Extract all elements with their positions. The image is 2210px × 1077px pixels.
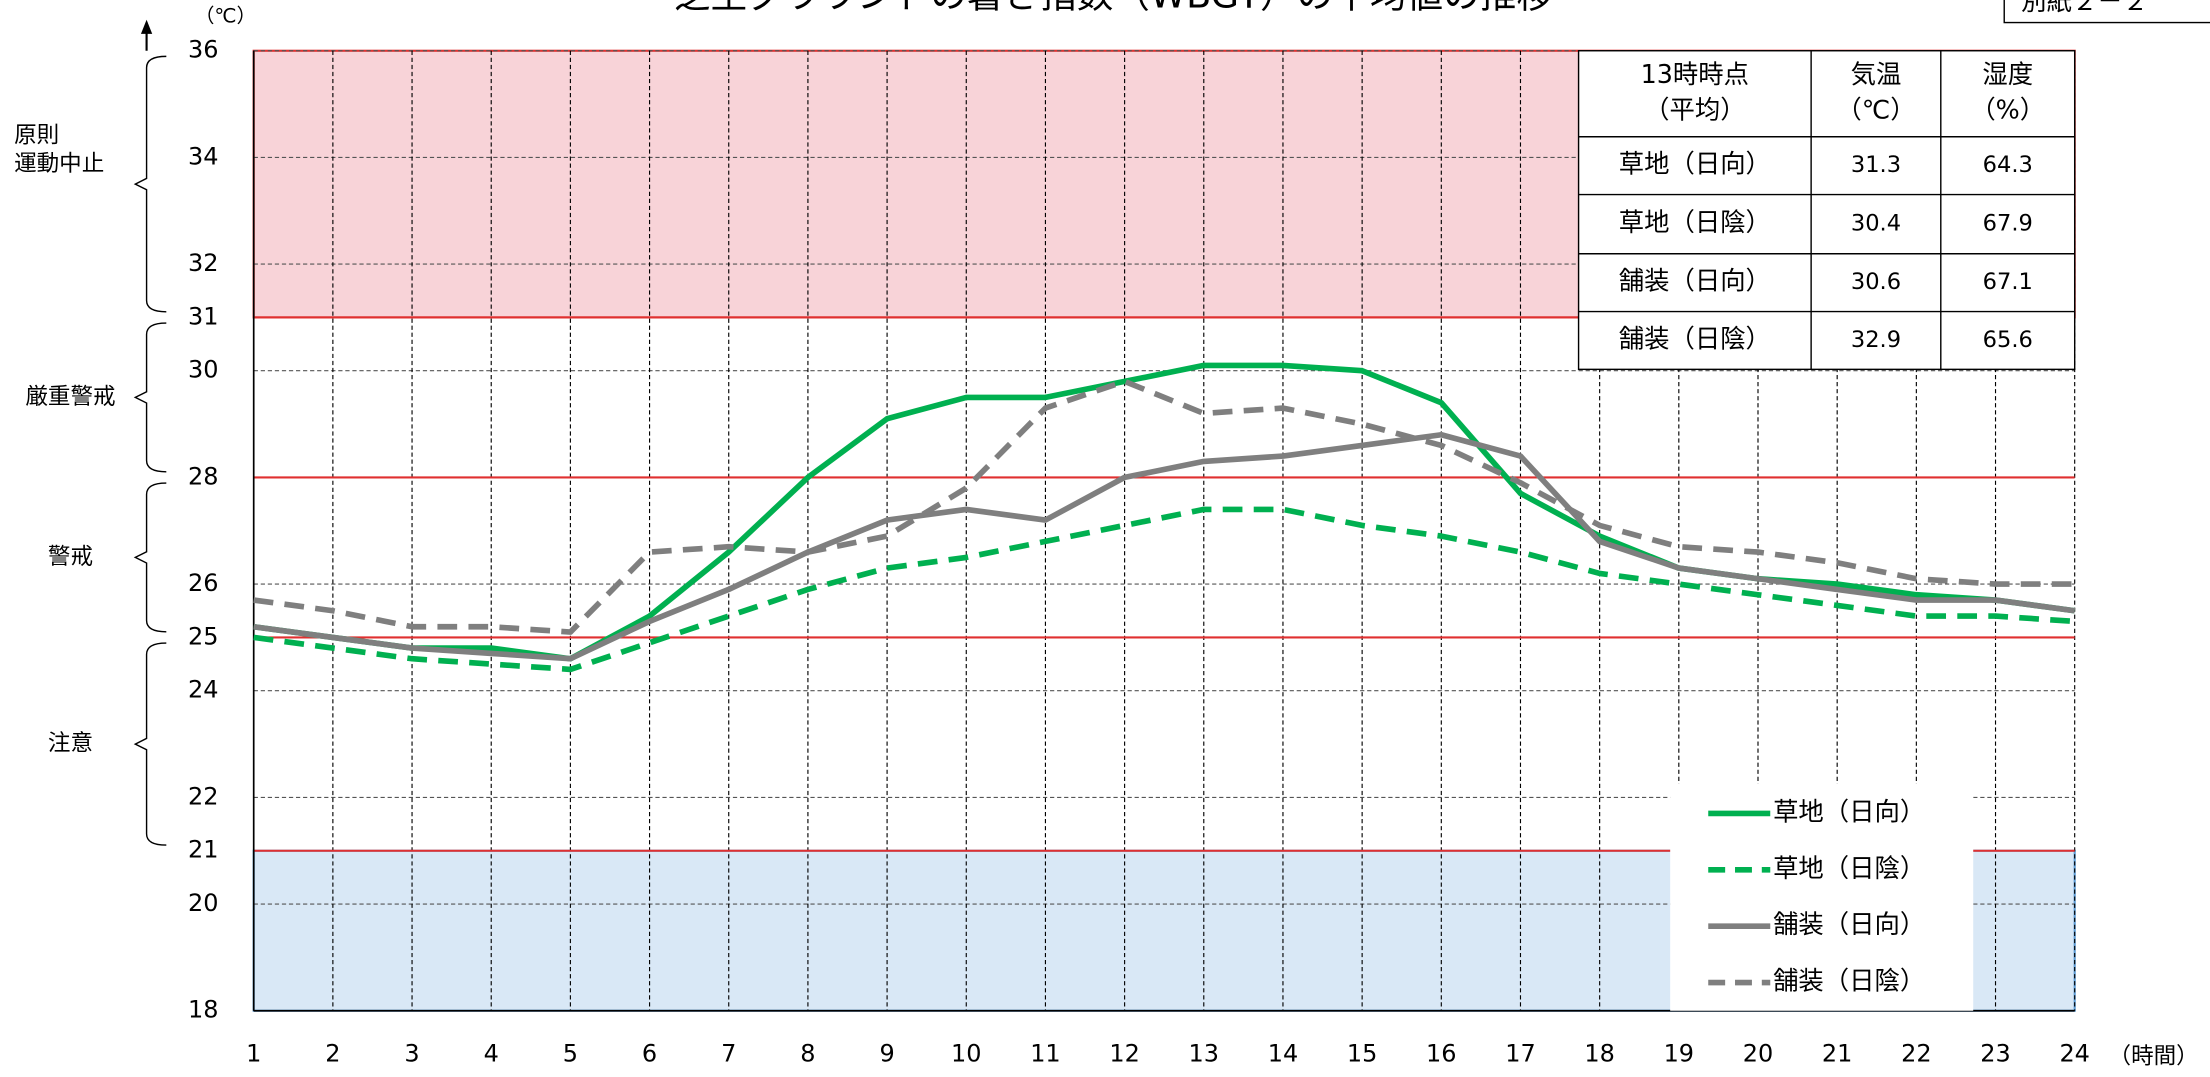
legend-label: 舗装（日陰） <box>1773 966 1925 996</box>
x-tick-label: 16 <box>1426 1039 1456 1067</box>
table-cell: 草地（日陰） <box>1619 207 1771 237</box>
table-cell: 67.9 <box>1983 211 2033 237</box>
table-bg <box>1577 50 2076 371</box>
y-tick-label: 21 <box>188 836 218 864</box>
zone-bracket <box>133 642 167 846</box>
y-tick-label: 28 <box>188 462 218 490</box>
y-tick-label: 24 <box>188 676 218 704</box>
x-tick-label: 1 <box>246 1039 261 1067</box>
table-header: （平均） <box>1644 94 1745 124</box>
legend-label: 草地（日向） <box>1773 796 1925 826</box>
table-cell: 67.1 <box>1983 269 2033 295</box>
table-header: 湿度 <box>1982 59 2033 89</box>
x-tick-label: 24 <box>2059 1039 2089 1067</box>
table-cell: 30.6 <box>1851 269 1901 295</box>
x-tick-label: 13 <box>1189 1039 1219 1067</box>
zone-bracket <box>133 55 167 313</box>
x-tick-label: 9 <box>879 1039 894 1067</box>
legend-box <box>1670 783 1974 1011</box>
x-tick-label: 15 <box>1347 1039 1377 1067</box>
table-cell: 31.3 <box>1851 152 1901 178</box>
y-tick-label: 30 <box>188 356 218 384</box>
x-tick-label: 5 <box>563 1039 578 1067</box>
x-tick-label: 11 <box>1030 1039 1060 1067</box>
table-cell: 30.4 <box>1851 211 1901 237</box>
legend-label: 草地（日陰） <box>1773 853 1925 883</box>
table-header: 気温 <box>1851 59 1902 89</box>
x-tick-label: 4 <box>484 1039 499 1067</box>
x-tick-label: 17 <box>1505 1039 1535 1067</box>
y-tick-label: 31 <box>188 302 218 330</box>
x-tick-label: 18 <box>1584 1039 1614 1067</box>
table-cell: 64.3 <box>1983 152 2033 178</box>
series-line <box>253 431 2076 662</box>
y-tick-label: 25 <box>188 622 218 650</box>
table-cell: 65.6 <box>1983 327 2033 353</box>
arrow-head <box>140 19 153 34</box>
zone-label: 注意 <box>48 731 93 757</box>
series-line <box>253 506 2075 673</box>
table-cell: 舗装（日向） <box>1619 266 1771 296</box>
x-tick-label: 10 <box>951 1039 981 1067</box>
data-table: 13時時点 （平均） 気温 （℃） 湿度 （%） 草地（日向） 31.3 64.3 草地（日陰） 3… <box>1577 50 2076 371</box>
x-tick-label: 21 <box>1822 1039 1852 1067</box>
x-tick-label: 20 <box>1743 1039 1773 1067</box>
y-tick-label: 18 <box>188 996 218 1024</box>
y-tick-label: 36 <box>188 36 218 64</box>
zone-label: 運動中止 <box>14 151 104 177</box>
x-tick-label: 22 <box>1901 1039 1931 1067</box>
zone-bracket <box>133 482 167 633</box>
table-cell: 32.9 <box>1851 327 1901 353</box>
y-tick-label: 20 <box>188 889 218 917</box>
x-tick-label: 3 <box>404 1039 419 1067</box>
x-unit: （時間） <box>2109 1044 2199 1070</box>
zone-label: 原則 <box>14 123 59 149</box>
x-tick-label: 2 <box>325 1039 340 1067</box>
table-header: （%） <box>1970 94 2045 124</box>
chart-title: 芝生グラウンドの暑さ指数（WBGT）の平均値の推移 <box>674 0 1553 17</box>
x-tick-label: 19 <box>1664 1039 1694 1067</box>
y-tick-label: 26 <box>188 569 218 597</box>
zone-bracket <box>133 322 167 473</box>
corner-box <box>2003 0 2210 24</box>
x-tick-label: 23 <box>1980 1039 2010 1067</box>
y-tick-label: 22 <box>188 782 218 810</box>
y-unit: （℃） <box>195 4 257 27</box>
x-tick-label: 12 <box>1109 1039 1139 1067</box>
x-tick-label: 6 <box>642 1039 657 1067</box>
y-tick-label: 32 <box>188 249 218 277</box>
x-tick-label: 14 <box>1268 1039 1298 1067</box>
zone-label: 厳重警戒 <box>25 384 115 410</box>
table-cell: 草地（日向） <box>1619 149 1771 179</box>
zone-label: 警戒 <box>48 544 93 570</box>
corner-label: 別紙２－２ <box>2021 0 2148 16</box>
table-header: 13時時点 <box>1641 59 1749 89</box>
y-tick-label: 34 <box>188 142 218 170</box>
legend-label: 舗装（日向） <box>1773 909 1925 939</box>
table-header: （℃） <box>1836 94 1915 124</box>
series-line <box>253 362 2076 662</box>
series-line <box>253 378 2075 635</box>
x-tick-label: 7 <box>721 1039 736 1067</box>
x-tick-label: 8 <box>800 1039 815 1067</box>
table-cell: 舗装（日陰） <box>1619 323 1771 353</box>
